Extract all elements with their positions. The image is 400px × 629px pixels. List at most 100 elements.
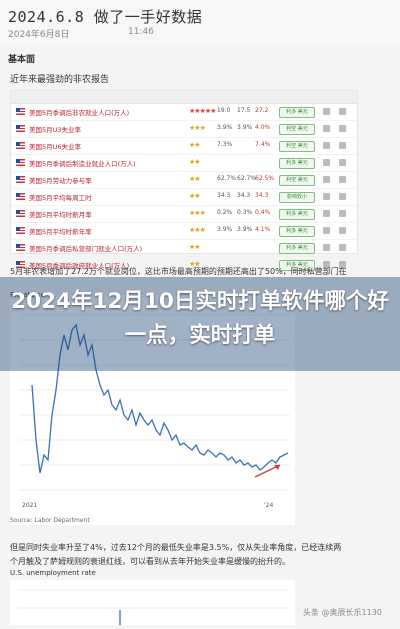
importance-stars: ★★ xyxy=(189,260,201,268)
impact-badge: 利空 美元 xyxy=(279,175,315,186)
actual-value: 4.0% xyxy=(255,124,271,131)
headline-text[interactable]: 2024年12月10日实时打单软件哪个好一点，实时打单 xyxy=(11,289,389,348)
importance-stars: ★★ xyxy=(189,243,201,251)
impact-badge: 利多 美元 xyxy=(279,107,315,118)
table-row[interactable]: 美国5月季调后私营部门就业人口(万人) ★★ 利多 美元 xyxy=(11,240,357,257)
event-name: 美国5月平均每周工时 xyxy=(29,194,92,202)
trend-arrow-head xyxy=(274,465,280,470)
importance-stars: ★★ xyxy=(189,192,201,200)
importance-stars: ★★ xyxy=(189,141,201,149)
us-flag-icon xyxy=(16,261,25,268)
actual-value: 4.1% xyxy=(255,226,271,233)
actual-value: 27.2 xyxy=(255,107,269,114)
importance-stars: ★★★ xyxy=(189,209,206,217)
event-name: 美国5月U3失业率 xyxy=(29,126,82,134)
chart-source: Source: Labor Department xyxy=(10,517,90,524)
post-date: 2024年6月8日 xyxy=(8,30,70,40)
detail-icon[interactable] xyxy=(339,159,346,166)
caption-unemployment: 但是同时失业率升至了4%，过去12个月的最低失业率是3.5%，仅从失业率角度，已… xyxy=(10,541,341,569)
event-name: 美国5月季调后私营部门就业人口(万人) xyxy=(29,245,143,253)
forecast-value: 0.3% xyxy=(237,209,253,216)
private-sector-chart: 2021 '24 xyxy=(10,295,295,525)
alarm-icon[interactable] xyxy=(323,244,330,251)
watermark-logo: 头条 @奥辰长乐1130 xyxy=(303,608,382,617)
event-name: 美国5月平均时薪年率 xyxy=(29,228,92,236)
us-flag-icon xyxy=(16,210,25,217)
impact-badge: 利多 美元 xyxy=(279,260,315,271)
event-name: 美国5月季调后非农就业人口(万人) xyxy=(29,109,130,117)
alarm-icon[interactable] xyxy=(323,210,330,217)
event-name: 美国5月劳动力参与率 xyxy=(29,177,92,185)
table-row[interactable]: 美国5月U3失业率 ★★★ 3.9% 3.9% 4.0% 利空 美元 xyxy=(11,121,357,138)
table-row[interactable]: 美国5月季调后非农就业人口(万人) ★★★★★ 19.0 17.5 27.2 利多 美元 xyxy=(11,104,357,121)
event-name: 美国5月平均时薪月率 xyxy=(29,211,92,219)
forecast-value: 3.9% xyxy=(237,124,253,131)
x-tick-24: '24 xyxy=(264,502,273,509)
detail-icon[interactable] xyxy=(339,261,346,268)
previous-value: 0.2% xyxy=(217,209,233,216)
alarm-icon[interactable] xyxy=(323,261,330,268)
detail-icon[interactable] xyxy=(339,210,346,217)
detail-icon[interactable] xyxy=(339,227,346,234)
table-row[interactable]: 美国5月季调后政府就业人口(万人) ★★ 利多 美元 xyxy=(11,257,357,274)
post-header: 2024.6.8 做了一手好数据 2024年6月8日 11:46 xyxy=(0,0,400,45)
unemployment-chart-svg xyxy=(18,589,290,625)
detail-icon[interactable] xyxy=(339,108,346,115)
previous-value: 34.3 xyxy=(217,192,231,199)
us-flag-icon xyxy=(16,108,25,115)
previous-value: 62.7% xyxy=(217,175,237,182)
alarm-icon[interactable] xyxy=(323,125,330,132)
caption-unemployment-line2: 个月触及了萨姆规则的衰退红线，可以看到从去年开始失业率是缓慢的抬升的。 xyxy=(10,557,290,566)
unemployment-chart-label: U.S. unemployment rate xyxy=(10,569,96,577)
table-row[interactable]: 美国5月劳动力参与率 ★★ 62.7% 62.7% 62.5% 利空 美元 xyxy=(11,172,357,189)
actual-value: 0.4% xyxy=(255,209,271,216)
alarm-icon[interactable] xyxy=(323,193,330,200)
alarm-icon[interactable] xyxy=(323,227,330,234)
caption-nonfarm: 5月非农表增加了27.2万个就业岗位，这比市场最高预期的预期还高出了50%，同时… xyxy=(10,267,347,276)
detail-icon[interactable] xyxy=(339,142,346,149)
impact-badge: 利空 美元 xyxy=(279,141,315,152)
us-flag-icon xyxy=(16,159,25,166)
previous-value: 3.9% xyxy=(217,124,233,131)
forecast-value: 17.5 xyxy=(237,107,251,114)
importance-stars: ★★★ xyxy=(189,124,206,132)
forecast-value: 3.9% xyxy=(237,226,253,233)
importance-stars: ★★ xyxy=(189,175,201,183)
impact-badge: 影响较小 xyxy=(279,192,315,203)
detail-icon[interactable] xyxy=(339,125,346,132)
actual-value: 62.5% xyxy=(255,175,275,182)
actual-value: 34.3 xyxy=(255,192,269,199)
table-row[interactable]: 美国5月U6失业率 ★★ 7.3% 7.4% 利空 美元 xyxy=(11,138,357,155)
table-row[interactable]: 美国5月平均时薪年率 ★★★ 3.9% 3.9% 4.1% 利多 美元 xyxy=(11,223,357,240)
previous-value: 19.0 xyxy=(217,107,231,114)
table-row[interactable]: 美国5月平均时薪月率 ★★★ 0.2% 0.3% 0.4% 利多 美元 xyxy=(11,206,357,223)
x-tick-2021: 2021 xyxy=(22,502,37,509)
importance-stars: ★★ xyxy=(189,158,201,166)
economic-calendar-table: 美国5月季调后非农就业人口(万人) ★★★★★ 19.0 17.5 27.2 利多 美元美… xyxy=(10,90,358,274)
table-row[interactable]: 美国5月季调后制造业就业人口(万人) ★★ 利多 美元 xyxy=(11,155,357,172)
detail-icon[interactable] xyxy=(339,176,346,183)
detail-icon[interactable] xyxy=(339,193,346,200)
us-flag-icon xyxy=(16,193,25,200)
impact-badge: 利多 美元 xyxy=(279,158,315,169)
private-sector-line xyxy=(31,323,289,474)
alarm-icon[interactable] xyxy=(323,142,330,149)
detail-icon[interactable] xyxy=(339,244,346,251)
alarm-icon[interactable] xyxy=(323,176,330,183)
forecast-value: 62.7% xyxy=(237,175,257,182)
report-title: 近年来最强劲的非农报告 xyxy=(10,75,110,85)
event-name: 美国5月季调后政府就业人口(万人) xyxy=(29,262,130,270)
us-flag-icon xyxy=(16,142,25,149)
table-header xyxy=(11,91,357,104)
alarm-icon[interactable] xyxy=(323,108,330,115)
post-time: 11:46 xyxy=(128,27,154,37)
table-row[interactable]: 美国5月平均每周工时 ★★ 34.3 34.3 34.3 影响较小 xyxy=(11,189,357,206)
us-flag-icon xyxy=(16,125,25,132)
event-name: 美国5月季调后制造业就业人口(万人) xyxy=(29,160,136,168)
alarm-icon[interactable] xyxy=(323,159,330,166)
private-sector-chart-svg: 2021 '24 xyxy=(20,314,290,509)
forecast-value: 34.3 xyxy=(237,192,251,199)
chart-label: Private-se xyxy=(10,291,45,299)
previous-value: 3.9% xyxy=(217,226,233,233)
actual-value: 7.4% xyxy=(255,141,271,148)
